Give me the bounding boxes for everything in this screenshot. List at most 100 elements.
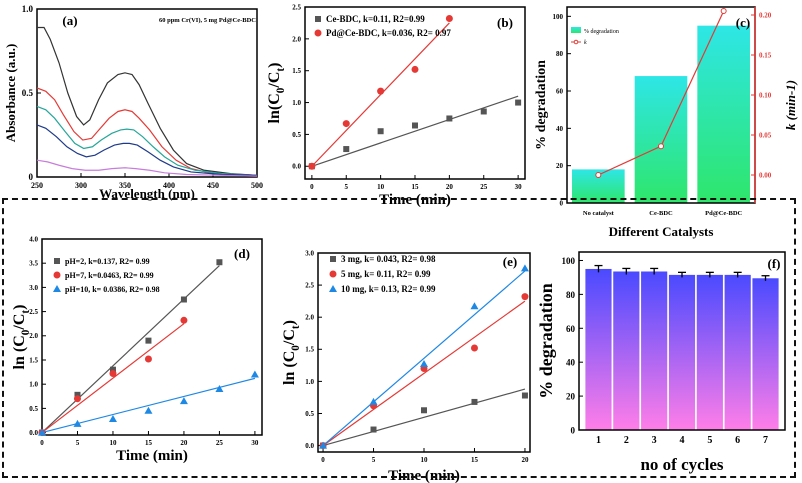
data-point-b-0 (480, 108, 487, 115)
data-point-e-0 (521, 392, 528, 399)
y-tick-label-d: 1.5 (29, 356, 38, 364)
x-axis-label-c: Different Catalysts (609, 224, 714, 239)
x-tick-label-a: 250 (31, 181, 43, 190)
category-label-c: No catalyst (583, 210, 615, 217)
x-axis-label-b: Time (min) (379, 192, 451, 208)
x-tick-label-a: 400 (163, 181, 175, 190)
y-tick-label-b: 2.5 (292, 3, 301, 11)
cycle-bar-5 (696, 274, 723, 430)
x-axis-label-f: no of cycles (640, 455, 723, 474)
y-axis-label-c-text: % degradation (534, 60, 549, 150)
x-tick-label-d: 20 (180, 439, 188, 447)
annotation-a: 60 ppm Cr(VI), 5 mg Pd@Ce-BDC (159, 17, 256, 24)
panel-label-f: (f) (768, 256, 781, 271)
data-point-b-0 (515, 99, 522, 106)
panel-label-d: (d) (234, 246, 250, 261)
fit-line-d-2 (41, 377, 256, 434)
y-tick-label-b: 0.0 (292, 163, 301, 171)
data-point-b-0 (446, 115, 453, 122)
y-tick-label-f: 60 (566, 324, 576, 334)
panel-label-e: (e) (503, 254, 517, 269)
cycle-bar-2 (613, 271, 640, 430)
k-point-2 (720, 8, 727, 14)
data-point-e-1 (521, 293, 529, 301)
panel-label-b: (b) (497, 15, 513, 30)
y-tick-label-c: 0 (560, 200, 564, 208)
legend-marker-k (573, 39, 579, 45)
x-tick-label-e: 15 (471, 456, 479, 464)
y-tick-label-d: 0.0 (29, 429, 38, 437)
y-tick-label-a: 1.0 (22, 4, 34, 14)
data-point-d-0 (216, 259, 223, 266)
data-point-d-1 (73, 395, 81, 403)
legend-marker-e (329, 270, 337, 278)
y-tick-label-e: 1.0 (305, 378, 314, 386)
y-tick-label-a: 0.5 (22, 88, 34, 98)
data-point-b-1 (377, 87, 385, 95)
x-tick-label-b: 15 (412, 183, 420, 191)
legend-swatch-degradation (571, 27, 581, 33)
y-tick-label-b: 2.0 (292, 35, 301, 43)
x-tick-label-a: 300 (75, 181, 87, 190)
y-axis-label-e-text: ln (C0/Ct) (281, 320, 302, 385)
panel-b: 0 5 10 15 20 25 30 0.0 0.5 1.0 1.5 2.0 2.5 Ce-BDC, k=… (266, 3, 526, 208)
x-tick-label-f: 4 (680, 435, 685, 446)
data-point-e-2 (520, 264, 529, 272)
legend-marker-b (314, 29, 322, 37)
panel-d: 0 5 10 15 20 25 30 0.0 0.5 1.0 1.5 2.0 2.5 3.0 3.5 4.0 p… (11, 235, 263, 464)
y-tick-label-b: 0.5 (292, 131, 301, 139)
y-tick-label-c: 80 (556, 50, 564, 58)
data-point-b-0 (343, 146, 350, 153)
fit-line-b-0 (311, 95, 519, 167)
spectrum-line-4 (36, 159, 258, 177)
x-tick-label-d: 10 (109, 439, 117, 447)
x-tick-label-a: 350 (119, 181, 131, 190)
spectrum-line-0 (37, 26, 258, 176)
y-axis-label-f-text: % degradation (536, 283, 556, 399)
plot-frame-f (578, 251, 786, 431)
x-tick-label-e: 0 (321, 456, 325, 464)
data-point-e-2 (420, 360, 428, 368)
y2-tick-label-c: 0.05 (759, 132, 772, 140)
y-tick-label-e: 3.0 (305, 249, 314, 257)
y-tick-label-b: 1.5 (292, 67, 301, 75)
y2-tick-label-c: 0.20 (759, 12, 772, 20)
data-point-b-1 (445, 14, 453, 22)
x-tick-label-b: 20 (446, 183, 454, 191)
data-point-e-0 (471, 398, 478, 405)
x-tick-label-b: 10 (377, 183, 385, 191)
legend-label-d: pH=10, k= 0.0386, R2= 0.98 (65, 285, 160, 294)
data-point-d-2 (215, 385, 224, 393)
data-point-d-0 (145, 337, 152, 344)
x-tick-label-b: 25 (480, 183, 488, 191)
x-tick-label-e: 20 (521, 456, 529, 464)
x-tick-label-f: 7 (763, 435, 768, 446)
y-axis-label-f: % degradation (536, 283, 556, 399)
cycle-bar-4 (668, 274, 696, 430)
spectrum-line-3 (36, 124, 258, 176)
data-point-b-0 (377, 128, 384, 135)
data-point-b-1 (411, 65, 419, 73)
data-point-d-2 (144, 406, 153, 414)
x-tick-label-f: 6 (735, 435, 740, 446)
legend-label-e: 3 mg, k= 0.043, R2= 0.98 (341, 254, 436, 264)
y-tick-label-e: 0.0 (305, 442, 314, 450)
x-tick-label-f: 3 (652, 435, 657, 446)
y-axis-label-a: Absorbance (a.u.) (3, 44, 18, 143)
legend-marker-e (329, 285, 337, 292)
k-point-1 (658, 143, 664, 150)
degradation-bar-1 (634, 76, 688, 203)
x-tick-label-a: 450 (207, 181, 219, 190)
x-tick-label-d: 30 (251, 439, 259, 447)
data-point-d-0 (109, 366, 116, 373)
y-tick-label-d: 0.5 (29, 405, 38, 413)
data-point-d-1 (109, 370, 117, 378)
fit-line-e-2 (322, 270, 526, 447)
data-point-d-1 (180, 316, 188, 324)
y-tick-label-f: 40 (566, 358, 576, 368)
fit-line-e-0 (322, 388, 526, 447)
x-tick-label-b: 0 (310, 183, 314, 191)
y-tick-label-f: 0 (571, 426, 576, 436)
x-tick-label-b: 5 (345, 183, 349, 191)
y-tick-label-c: 100 (553, 13, 564, 21)
